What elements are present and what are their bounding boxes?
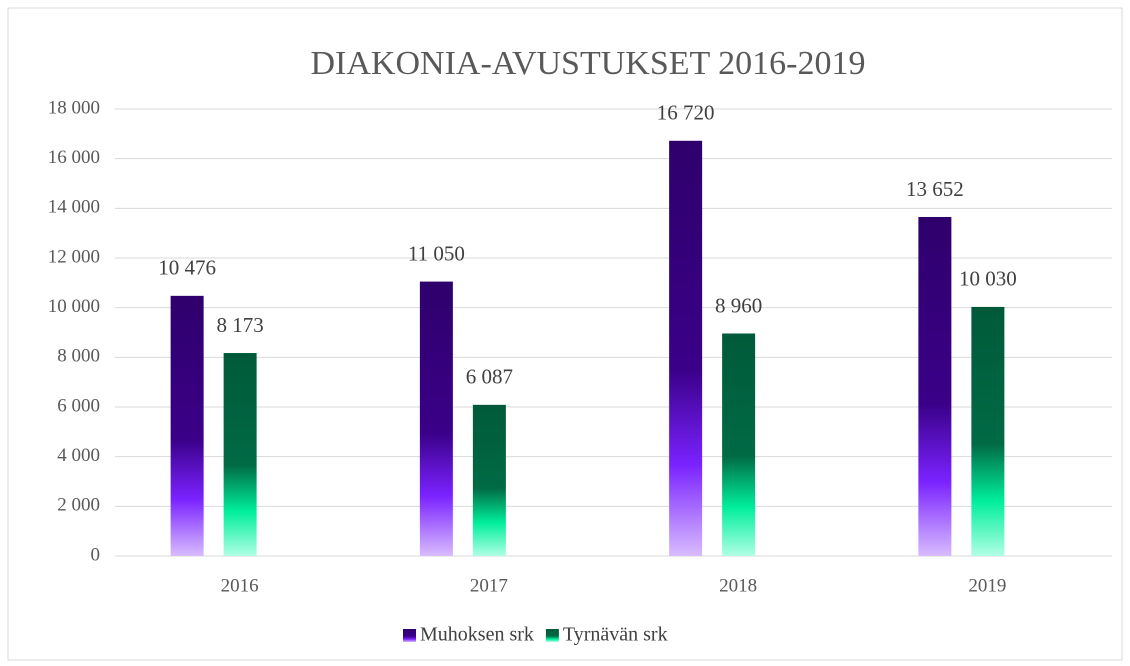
x-tick-label: 2019 [968,575,1006,596]
value-label: 10 476 [158,256,216,280]
bar [419,281,453,556]
chart-title: DIAKONIA-AVUSTUKSET 2016-2019 [310,45,865,82]
y-tick-label: 12 000 [48,246,100,267]
value-label: 11 050 [408,241,465,265]
bar [722,333,756,556]
y-tick-label: 8 000 [57,346,100,367]
legend-swatch [403,629,416,642]
value-label: 13 652 [906,177,964,201]
bar [223,353,257,556]
bar [472,404,506,556]
y-tick-label: 18 000 [48,97,100,118]
bar [971,306,1005,556]
value-label: 8 173 [217,313,264,337]
bar [918,216,952,556]
x-tick-label: 2018 [719,575,757,596]
y-tick-label: 6 000 [57,395,100,416]
legend-label: Tyrnävän srk [563,624,668,646]
y-tick-label: 4 000 [57,445,100,466]
y-tick-label: 16 000 [48,147,100,168]
x-tick-label: 2016 [221,575,259,596]
legend-label: Muhoksen srk [420,624,534,646]
value-label: 16 720 [657,101,715,125]
y-tick-label: 0 [91,544,101,565]
x-tick-label: 2017 [470,575,508,596]
y-tick-label: 14 000 [48,197,100,218]
bar [170,295,204,556]
bar [669,140,703,556]
y-tick-label: 2 000 [57,495,100,516]
legend-swatch [545,629,559,642]
value-label: 10 030 [959,267,1017,291]
value-label: 6 087 [466,365,513,389]
y-tick-label: 10 000 [48,296,100,317]
value-label: 8 960 [715,293,762,317]
